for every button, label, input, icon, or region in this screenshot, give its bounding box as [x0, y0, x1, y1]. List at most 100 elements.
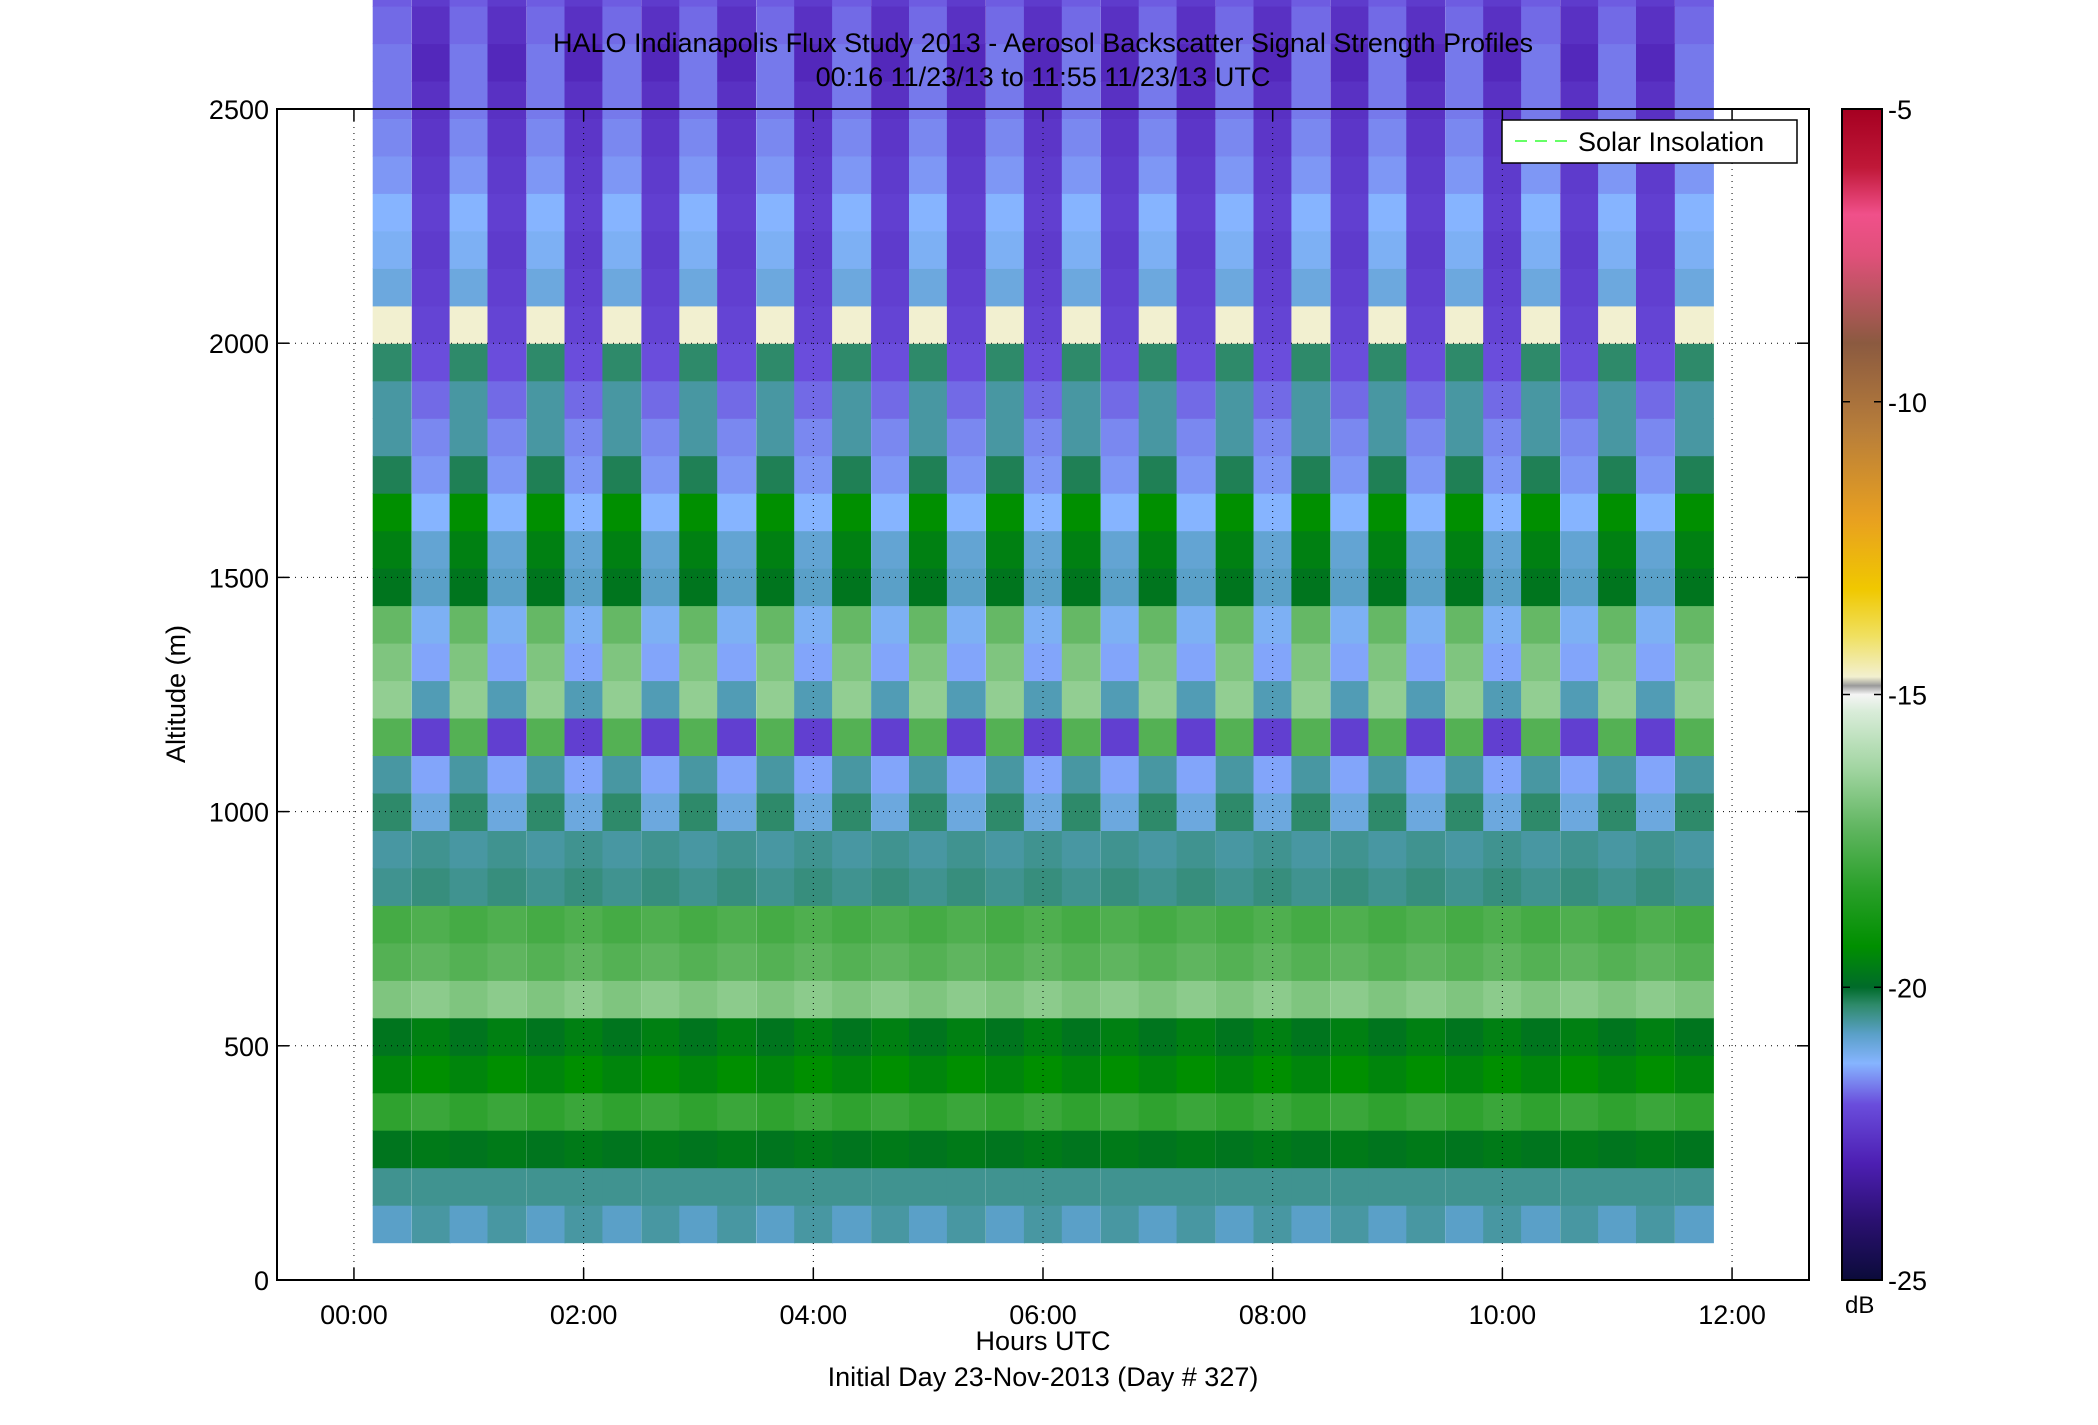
heatmap-cell — [487, 43, 527, 82]
heatmap-cell — [1598, 343, 1637, 382]
heatmap-cell — [832, 493, 871, 532]
heatmap-cell — [1100, 343, 1140, 382]
heatmap-cell — [794, 418, 834, 457]
heatmap-cell — [1176, 380, 1216, 419]
heatmap-cell — [449, 0, 489, 7]
heatmap-cell — [1253, 1055, 1293, 1094]
heatmap-cell — [1406, 680, 1446, 719]
heatmap-cell — [1368, 268, 1408, 307]
heatmap-cell — [1598, 80, 1637, 119]
heatmap-cell — [679, 1205, 719, 1244]
heatmap-cell — [372, 1092, 412, 1131]
heatmap-cell — [946, 867, 986, 906]
heatmap-cell — [1598, 1017, 1637, 1056]
heatmap-cell — [411, 80, 451, 119]
heatmap-cell — [1560, 1092, 1600, 1131]
heatmap-cell — [449, 193, 489, 232]
heatmap-cell — [717, 980, 757, 1019]
heatmap-cell — [1100, 0, 1140, 7]
heatmap-cell — [564, 643, 604, 682]
heatmap-cell — [871, 755, 910, 794]
heatmap-cell — [871, 305, 910, 344]
heatmap-cell — [832, 1092, 871, 1131]
heatmap-cell — [1176, 455, 1216, 494]
heatmap-cell — [756, 305, 796, 344]
heatmap-cell — [1215, 118, 1255, 157]
heatmap-cell — [1406, 1205, 1446, 1244]
heatmap-cell — [1598, 43, 1637, 82]
heatmap-cell — [1100, 418, 1140, 457]
heatmap-cell — [986, 268, 1025, 307]
heatmap-cell — [717, 43, 757, 82]
heatmap-cell — [1138, 418, 1178, 457]
heatmap-cell — [1291, 905, 1331, 944]
heatmap-cell — [449, 980, 489, 1019]
heatmap-cell — [1291, 830, 1331, 869]
heatmap-cell — [1100, 80, 1140, 119]
heatmap-cell — [1368, 905, 1408, 944]
heatmap-cell — [909, 0, 948, 7]
heatmap-cell — [1675, 0, 1714, 7]
heatmap-cell — [679, 493, 719, 532]
heatmap-cell — [1215, 1017, 1255, 1056]
heatmap-cell — [909, 1205, 948, 1244]
heatmap-cell — [641, 118, 681, 157]
heatmap-cell — [449, 380, 489, 419]
heatmap-cell — [679, 643, 719, 682]
heatmap-cell — [564, 1017, 604, 1056]
heatmap-cell — [986, 568, 1025, 607]
heatmap-cell — [1675, 830, 1714, 869]
heatmap-cell — [986, 643, 1025, 682]
heatmap-cell — [1061, 0, 1101, 7]
heatmap-cell — [1176, 305, 1216, 344]
heatmap-cell — [871, 942, 910, 981]
heatmap-cell — [986, 0, 1025, 7]
heatmap-cell — [1330, 830, 1370, 869]
heatmap-cell — [1061, 380, 1101, 419]
heatmap-cell — [526, 530, 566, 569]
heatmap-cell — [1291, 605, 1331, 644]
heatmap-cell — [1598, 1205, 1637, 1244]
heatmap-cell — [946, 1130, 986, 1169]
heatmap-cell — [1100, 6, 1140, 45]
heatmap-cell — [1061, 118, 1101, 157]
heatmap-cell — [1445, 43, 1485, 82]
heatmap-cell — [1445, 792, 1485, 831]
heatmap-cell — [756, 380, 796, 419]
heatmap-cell — [832, 1167, 871, 1206]
heatmap-cell — [1253, 155, 1293, 194]
heatmap-cell — [986, 193, 1025, 232]
heatmap-cell — [1521, 6, 1560, 45]
heatmap-cell — [449, 418, 489, 457]
heatmap-cell — [832, 792, 871, 831]
heatmap-cell — [526, 1017, 566, 1056]
heatmap-cell — [1483, 0, 1523, 7]
heatmap-cell — [1100, 493, 1140, 532]
heatmap-cell — [1138, 493, 1178, 532]
y-tick-label: 1000 — [209, 798, 269, 828]
heatmap-cell — [756, 1055, 796, 1094]
heatmap-cell — [1215, 1167, 1255, 1206]
heatmap-cell — [1521, 1167, 1560, 1206]
heatmap-cell — [411, 1130, 451, 1169]
heatmap-cell — [832, 155, 871, 194]
heatmap-cell — [1061, 230, 1101, 269]
heatmap-cell — [986, 680, 1025, 719]
heatmap-cell — [909, 305, 948, 344]
heatmap-cell — [1636, 830, 1675, 869]
heatmap-cell — [756, 830, 796, 869]
heatmap-cell — [1061, 493, 1101, 532]
heatmap-cell — [871, 568, 910, 607]
heatmap-cell — [449, 155, 489, 194]
heatmap-cell — [487, 830, 527, 869]
heatmap-cell — [794, 380, 834, 419]
heatmap-cell — [717, 343, 757, 382]
heatmap-cell — [1253, 680, 1293, 719]
heatmap-cell — [1023, 717, 1063, 756]
heatmap-cell — [946, 0, 986, 7]
heatmap-cell — [449, 755, 489, 794]
heatmap-cell — [526, 380, 566, 419]
heatmap-cell — [679, 118, 719, 157]
heatmap-cell — [1445, 755, 1485, 794]
heatmap-cell — [1560, 830, 1600, 869]
